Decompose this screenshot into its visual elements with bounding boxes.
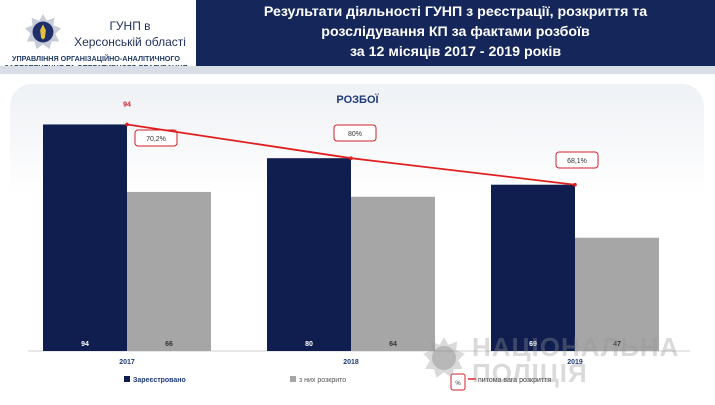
watermark-line-2: ПОЛІЦІЯ: [472, 358, 588, 388]
bar-solved-2018: [351, 196, 435, 351]
x-tick-label-2017: 2017: [119, 359, 135, 366]
percent-label-2019: 68,1%: [567, 158, 587, 165]
trend-point-2019: [573, 182, 577, 187]
trend-point-2018: [349, 156, 353, 160]
police-emblem-icon: [24, 13, 62, 50]
subdivision-line-1: УПРАВЛІННЯ ОРГАНІЗАЦІЙНО-АНАЛІТИЧНОГО: [12, 54, 180, 63]
bar-label-registered-2017: 94: [81, 341, 89, 348]
percent-box-2019: [555, 151, 599, 169]
x-tick-label-2019: 2019: [567, 359, 583, 366]
header-divider: [0, 66, 715, 74]
bar-registered-2017: [43, 124, 127, 352]
bar-solved-2019: [575, 237, 659, 351]
percent-label-2017: 70,2%: [146, 136, 166, 143]
watermark-text: НАЦІОНАЛЬНА ПОЛІЦІЯ: [472, 334, 712, 386]
bar-registered-2019: [491, 184, 575, 351]
bar-solved-2017: [127, 191, 211, 351]
org-name: ГУНП в Херсонській області: [74, 19, 186, 49]
percent-label-2018: 80%: [348, 131, 362, 138]
legend-percent-sign: %: [455, 381, 461, 387]
bar-label-registered-2018: 80: [305, 341, 313, 348]
title-line-2: розслідування КП за фактами розбоїв: [321, 24, 590, 40]
bar-label-solved-2017: 66: [165, 341, 173, 348]
legend-label-line: питома вага розкриття: [478, 377, 551, 384]
title-line-1: Результати діяльності ГУНП з реєстрації,…: [263, 4, 648, 20]
trend-point-2017: [125, 122, 129, 127]
bar-registered-2018: [267, 158, 351, 351]
title-banner: Результати діяльності ГУНП з реєстрації,…: [196, 0, 715, 66]
bar-label-registered-2019: 69: [529, 341, 537, 348]
line-label-2017: 94: [123, 101, 131, 108]
bar-label-solved-2019: 47: [613, 341, 621, 348]
watermark-line-1: НАЦІОНАЛЬНА: [472, 332, 680, 362]
legend-swatch-solved: [290, 376, 296, 382]
percent-box-2018: [333, 124, 377, 142]
legend-percent-box: [450, 373, 466, 391]
legend-label-solved: з них розкрито: [299, 377, 346, 384]
title-line-3: за 12 місяців 2017 - 2019 років: [349, 44, 562, 60]
x-tick-label-2018: 2018: [343, 359, 359, 366]
chart-title: РОЗБОЇ: [336, 94, 379, 106]
percent-box-2017: [134, 129, 178, 147]
watermark-emblem-icon: [423, 337, 465, 378]
legend-label-registered: Зареєстровано: [133, 377, 186, 384]
bar-label-solved-2018: 64: [389, 341, 397, 348]
legend-swatch-registered: [124, 376, 130, 382]
